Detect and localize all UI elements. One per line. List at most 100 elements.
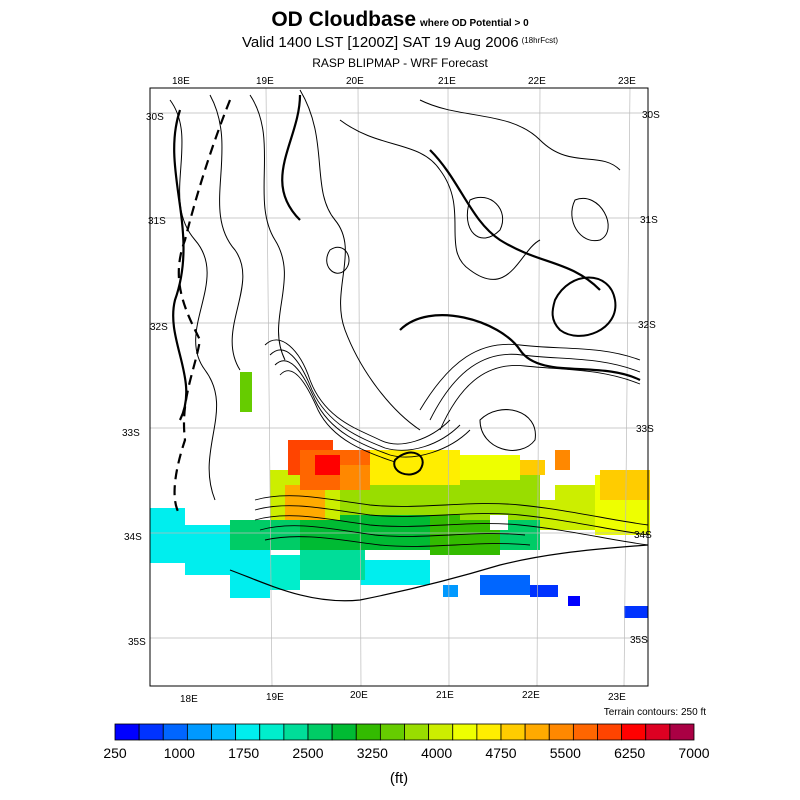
- field-cell: [460, 455, 520, 480]
- color-scale-label: 7000: [678, 745, 709, 761]
- color-scale-label: 250: [103, 745, 127, 761]
- lat-label: 35S: [128, 637, 146, 648]
- color-swatch: [379, 723, 405, 741]
- color-scale-labels: 250 1000 1750 2500 3250 4000 4750 5500 6250 7000: [103, 745, 709, 761]
- escarpment-contours: [254, 339, 649, 547]
- graticule: [150, 87, 648, 687]
- color-swatch: [428, 723, 454, 741]
- lat-labels-left: 30S 31S 32S 33S 34S 35S: [122, 112, 168, 648]
- lon-label: 20E: [350, 690, 368, 701]
- lon-label: 18E: [172, 76, 190, 87]
- color-swatch: [186, 723, 212, 741]
- field-cell: [150, 508, 185, 563]
- lon-label: 22E: [528, 76, 546, 87]
- field-cell: [530, 585, 558, 597]
- color-scale-label: 5500: [550, 745, 581, 761]
- color-swatch: [283, 723, 309, 741]
- lon-labels-bottom: 18E 19E 20E 21E 22E 23E: [180, 690, 626, 705]
- lat-label: 33S: [122, 428, 140, 439]
- color-swatch: [597, 723, 623, 741]
- field-cell: [185, 525, 230, 575]
- color-swatch: [645, 723, 671, 741]
- color-swatch: [138, 723, 164, 741]
- title-qualifier: where OD Potential > 0: [420, 18, 529, 29]
- lat-label: 30S: [146, 112, 164, 123]
- field-cell: [340, 465, 370, 490]
- lon-label: 19E: [266, 692, 284, 703]
- lon-label: 21E: [438, 76, 456, 87]
- lat-label: 31S: [640, 215, 658, 226]
- lat-label: 33S: [636, 424, 654, 435]
- title-main: OD Cloudbase: [271, 8, 417, 31]
- lat-label: 35S: [630, 635, 648, 646]
- color-swatch: [669, 723, 695, 741]
- source-line: RASP BLIPMAP - WRF Forecast: [312, 56, 488, 70]
- color-scale-label: 3250: [357, 745, 388, 761]
- lat-label: 32S: [638, 320, 656, 331]
- lat-label: 34S: [634, 530, 652, 541]
- color-scale-label: 4000: [421, 745, 452, 761]
- lat-labels-right: 30S 31S 32S 33S 34S 35S: [630, 110, 660, 646]
- lon-label: 22E: [522, 690, 540, 701]
- color-swatch: [162, 723, 188, 741]
- lat-label: 32S: [150, 322, 168, 333]
- lon-labels-top: 18E 19E 20E 21E 22E 23E: [172, 76, 636, 87]
- color-swatch: [500, 723, 526, 741]
- color-swatch: [355, 723, 381, 741]
- color-scale-label: 2500: [292, 745, 323, 761]
- color-swatch: [259, 723, 285, 741]
- color-swatch: [404, 723, 430, 741]
- lat-label: 34S: [124, 532, 142, 543]
- terrain-note: Terrain contours: 250 ft: [604, 707, 706, 718]
- color-scale: [114, 723, 695, 741]
- lat-label: 30S: [642, 110, 660, 121]
- color-swatch: [211, 723, 237, 741]
- color-swatch: [307, 723, 333, 741]
- color-scale-label: 1000: [164, 745, 195, 761]
- color-scale-label: 4750: [485, 745, 516, 761]
- field-cell: [370, 450, 460, 485]
- color-swatch: [548, 723, 574, 741]
- terrain-contours: [169, 89, 641, 501]
- field-gap: [540, 485, 555, 500]
- color-swatch: [621, 723, 647, 741]
- cloudbase-field: [150, 372, 650, 618]
- field-cell: [315, 455, 340, 475]
- valid-time: Valid 1400 LST [1200Z] SAT 19 Aug 2006 (1…: [0, 34, 800, 51]
- field-cell: [240, 372, 252, 412]
- field-cell: [300, 545, 365, 580]
- field-cell: [520, 460, 545, 475]
- field-cell: [360, 560, 430, 585]
- valid-time-text: Valid 1400 LST [1200Z] SAT 19 Aug 2006: [241, 34, 519, 51]
- lon-label: 20E: [346, 76, 364, 87]
- color-swatch: [235, 723, 261, 741]
- coastline: [173, 99, 232, 516]
- field-cell: [460, 475, 540, 520]
- map-title: OD Cloudbase where OD Potential > 0: [0, 8, 800, 32]
- lat-label: 31S: [148, 216, 166, 227]
- color-swatch: [331, 723, 357, 741]
- color-swatch: [476, 723, 502, 741]
- lon-label: 18E: [180, 694, 198, 705]
- color-swatch: [114, 723, 140, 741]
- lon-label: 19E: [256, 76, 274, 87]
- field-cell: [568, 596, 580, 606]
- field-cell: [480, 575, 530, 595]
- color-scale-label: 6250: [614, 745, 645, 761]
- lon-label: 21E: [436, 690, 454, 701]
- forecast-hours: (18hrFcst): [521, 36, 559, 45]
- field-cell: [270, 555, 300, 590]
- color-swatch: [524, 723, 550, 741]
- field-cell: [443, 585, 458, 597]
- map-frame: [149, 87, 649, 687]
- lon-label: 23E: [618, 76, 636, 87]
- field-cell: [555, 450, 570, 470]
- field-cell: [285, 485, 325, 520]
- lon-label: 23E: [608, 692, 626, 703]
- color-swatch: [452, 723, 478, 741]
- unit-label: (ft): [390, 770, 408, 787]
- color-swatch: [572, 723, 598, 741]
- field-cell: [230, 548, 270, 598]
- south-coast: [229, 544, 649, 602]
